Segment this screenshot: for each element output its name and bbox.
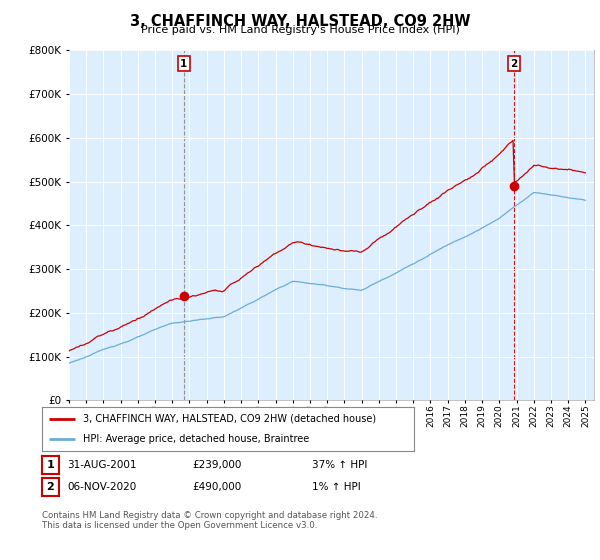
- Text: 1: 1: [47, 460, 54, 470]
- Text: 37% ↑ HPI: 37% ↑ HPI: [312, 460, 367, 470]
- Text: 31-AUG-2001: 31-AUG-2001: [67, 460, 137, 470]
- Text: Price paid vs. HM Land Registry's House Price Index (HPI): Price paid vs. HM Land Registry's House …: [140, 25, 460, 35]
- Text: 1: 1: [180, 59, 187, 68]
- Text: 3, CHAFFINCH WAY, HALSTEAD, CO9 2HW (detached house): 3, CHAFFINCH WAY, HALSTEAD, CO9 2HW (det…: [83, 414, 376, 424]
- Text: 06-NOV-2020: 06-NOV-2020: [67, 482, 136, 492]
- Text: £239,000: £239,000: [192, 460, 241, 470]
- Text: 1% ↑ HPI: 1% ↑ HPI: [312, 482, 361, 492]
- Text: 3, CHAFFINCH WAY, HALSTEAD, CO9 2HW: 3, CHAFFINCH WAY, HALSTEAD, CO9 2HW: [130, 14, 470, 29]
- Text: 2: 2: [511, 59, 518, 68]
- Text: Contains HM Land Registry data © Crown copyright and database right 2024.
This d: Contains HM Land Registry data © Crown c…: [42, 511, 377, 530]
- Text: 2: 2: [47, 482, 54, 492]
- Text: £490,000: £490,000: [192, 482, 241, 492]
- Text: HPI: Average price, detached house, Braintree: HPI: Average price, detached house, Brai…: [83, 434, 309, 444]
